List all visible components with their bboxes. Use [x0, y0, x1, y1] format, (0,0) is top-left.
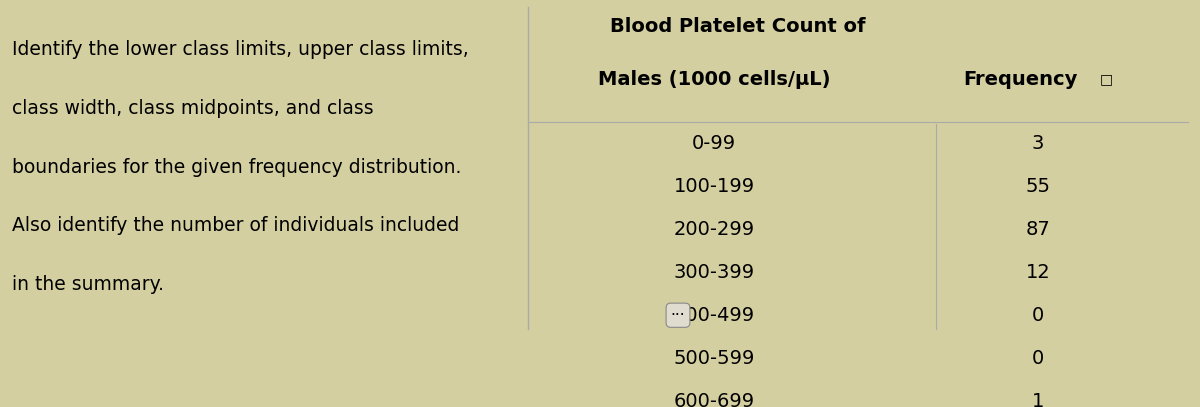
Text: in the summary.: in the summary.: [12, 275, 164, 294]
Text: Identify the lower class limits, upper class limits,: Identify the lower class limits, upper c…: [12, 40, 469, 59]
Text: Frequency: Frequency: [962, 70, 1078, 90]
Text: 1: 1: [1032, 392, 1044, 407]
Text: 0: 0: [1032, 349, 1044, 368]
Text: 55: 55: [1026, 177, 1050, 196]
Text: class width, class midpoints, and class: class width, class midpoints, and class: [12, 99, 373, 118]
Text: □: □: [1100, 72, 1112, 86]
Text: 200-299: 200-299: [673, 220, 755, 239]
Text: 300-399: 300-399: [673, 263, 755, 282]
Text: ···: ···: [671, 308, 685, 323]
Text: 500-599: 500-599: [673, 349, 755, 368]
Text: Males (1000 cells/μL): Males (1000 cells/μL): [598, 70, 830, 90]
Text: 12: 12: [1026, 263, 1050, 282]
Text: Also identify the number of individuals included: Also identify the number of individuals …: [12, 216, 460, 235]
Text: boundaries for the given frequency distribution.: boundaries for the given frequency distr…: [12, 158, 461, 177]
Text: Blood Platelet Count of: Blood Platelet Count of: [611, 17, 865, 36]
Text: 0: 0: [1032, 306, 1044, 325]
Text: 100-199: 100-199: [673, 177, 755, 196]
Text: 87: 87: [1026, 220, 1050, 239]
Text: 600-699: 600-699: [673, 392, 755, 407]
Text: 400-499: 400-499: [673, 306, 755, 325]
Text: 0-99: 0-99: [692, 134, 736, 153]
Text: 3: 3: [1032, 134, 1044, 153]
